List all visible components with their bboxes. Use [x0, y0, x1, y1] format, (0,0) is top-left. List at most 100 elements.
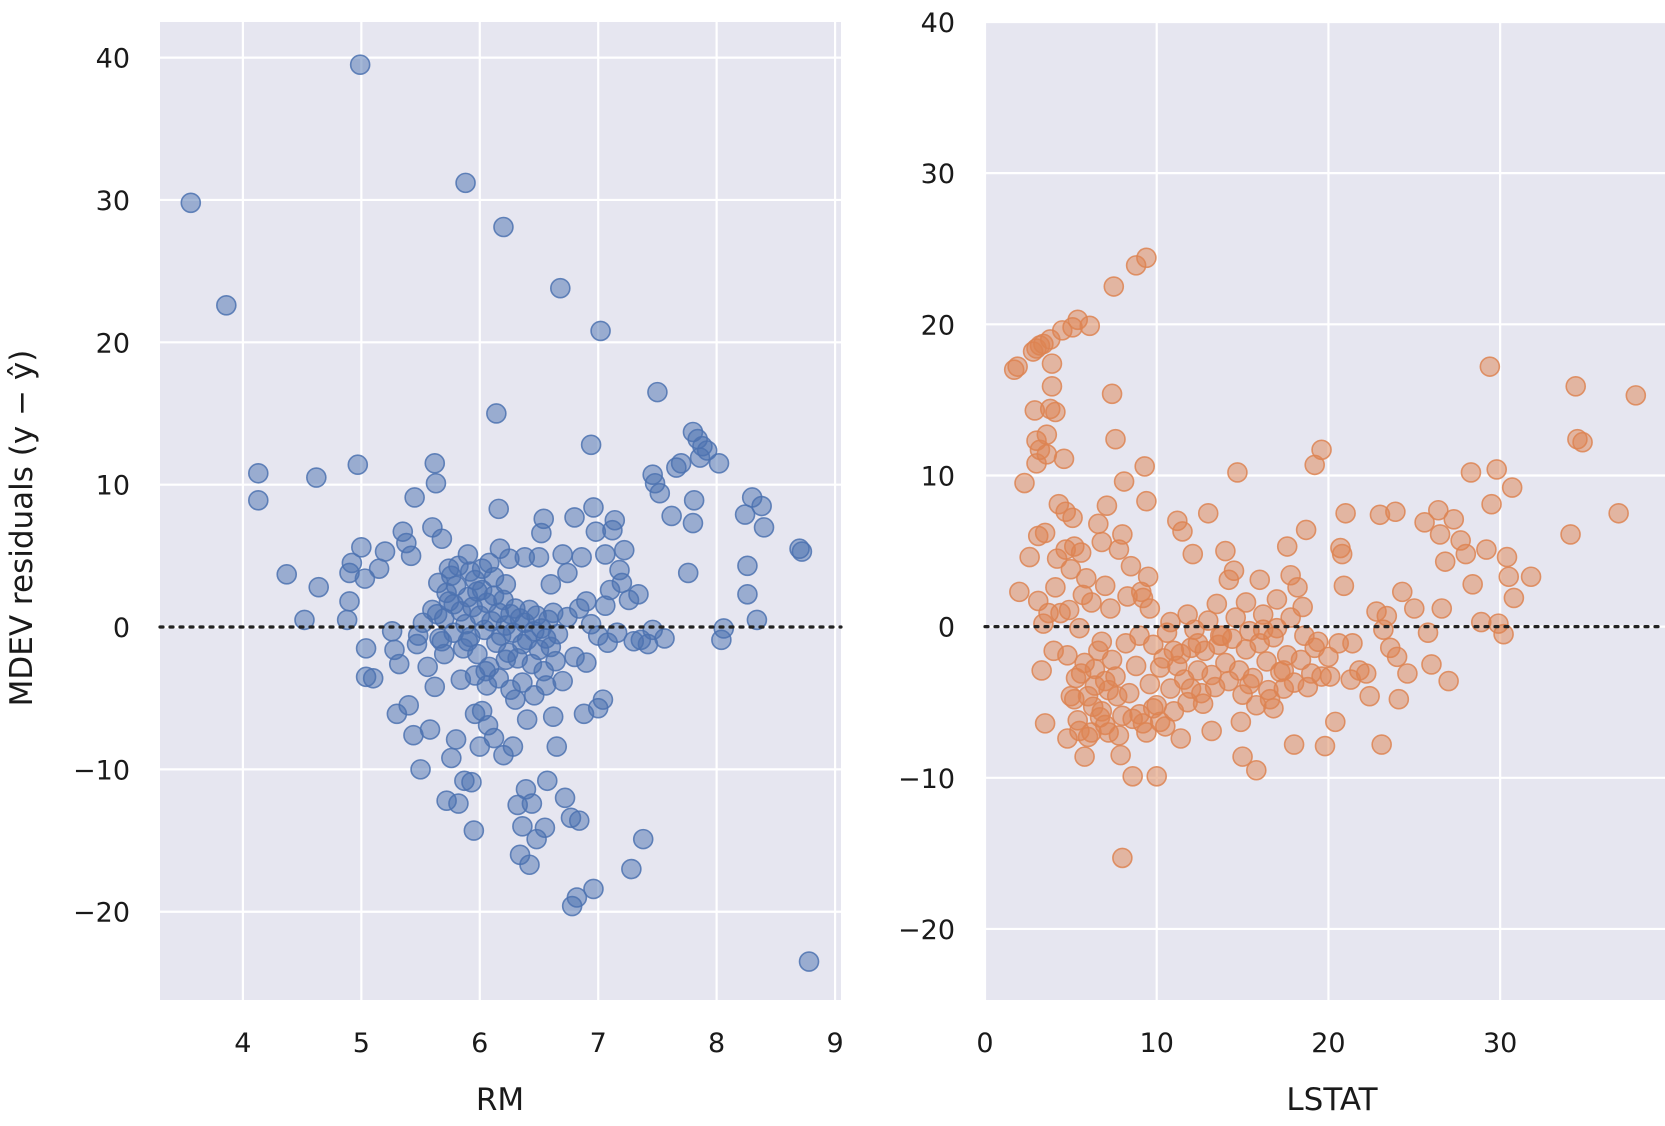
y-tick-label: 10 [96, 471, 130, 502]
scatter-point [1235, 592, 1257, 613]
scatter-point [1146, 765, 1168, 787]
scatter-point [1325, 711, 1346, 733]
scatter-point [381, 620, 403, 642]
scatter-point [1503, 587, 1525, 609]
scatter-point [1373, 619, 1394, 640]
x-tick-label: 6 [471, 1028, 488, 1059]
x-tick-label: 4 [234, 1028, 251, 1059]
scatter-point [1067, 710, 1089, 731]
scatter-point [495, 574, 517, 595]
scatter-point [1232, 684, 1253, 705]
scatter-point [1625, 385, 1647, 406]
scatter-point [534, 817, 556, 839]
scatter-point [753, 517, 775, 538]
scatter-point [1460, 462, 1482, 483]
y-tick-label: 20 [921, 310, 955, 341]
scatter-point [1342, 632, 1363, 654]
scatter-point [1105, 428, 1126, 450]
scatter-point [308, 576, 330, 598]
scatter-point [1149, 711, 1171, 733]
scatter-point [1501, 477, 1523, 498]
scatter-point [1486, 459, 1508, 480]
scatter-point [1417, 622, 1439, 643]
scatter-point [1041, 375, 1063, 397]
y-tick-label: −20 [73, 898, 130, 929]
scatter-point [1359, 685, 1380, 707]
scatter-point [590, 320, 611, 342]
scatter-point [445, 729, 467, 750]
y-tick-label: 30 [921, 159, 955, 190]
scatter-point [1307, 631, 1329, 653]
y-tick-label: −20 [898, 915, 955, 946]
scatter-point [404, 487, 425, 508]
scatter-point [1081, 592, 1102, 613]
scatter-point [354, 568, 376, 589]
scatter-point [1493, 623, 1514, 645]
scatter-point [388, 653, 410, 675]
scatter-point [1112, 524, 1133, 545]
scatter-point [351, 537, 372, 558]
scatter-point [1070, 542, 1092, 563]
scatter-point [557, 562, 578, 584]
scatter-point [1074, 746, 1095, 767]
scatter-point [431, 528, 453, 550]
scatter-point [1230, 711, 1252, 733]
scatter-point [1295, 519, 1317, 541]
scatter-point [1094, 575, 1116, 597]
scatter-point [1113, 471, 1135, 492]
scatter-point [566, 887, 588, 908]
scatter-point [1314, 735, 1336, 757]
x-tick-label: 7 [590, 1028, 607, 1059]
scatter-point [1079, 315, 1101, 337]
scatter-point [1084, 658, 1106, 680]
scatter-point [1201, 720, 1222, 742]
scatter-point [649, 482, 671, 504]
scatter-point [1266, 589, 1288, 610]
scatter-point [276, 564, 298, 585]
x-tick-label: 30 [1483, 1028, 1517, 1059]
scatter-point [1385, 501, 1406, 523]
scatter-point [1088, 513, 1109, 535]
y-axis-label: MDEV residuals (y − ŷ) [4, 350, 40, 707]
scatter-point [400, 545, 422, 567]
scatter-point [1110, 744, 1131, 766]
scatter-point [426, 603, 448, 625]
scatter-point [696, 440, 718, 461]
scatter-point [1036, 444, 1058, 465]
scatter-point [1197, 610, 1219, 631]
scatter-point [1170, 643, 1192, 665]
scatter-point [294, 609, 315, 631]
scatter-point [1252, 604, 1274, 625]
scatter-point [483, 727, 505, 749]
scatter-point [737, 555, 758, 577]
rm-residual-plot: 4 5 6 7 8 9 −20 −10 0 10 20 30 40 [73, 22, 844, 1059]
scatter-point [533, 508, 555, 530]
scatter-point [1136, 722, 1157, 743]
scatter-point [1414, 512, 1435, 533]
scatter-point [424, 453, 446, 474]
y-tick-label: 20 [96, 328, 130, 359]
scatter-point [798, 951, 820, 972]
scatter-point [1197, 502, 1219, 524]
scatter-point [583, 878, 604, 900]
scatter-point [1139, 673, 1161, 695]
scatter-point [1041, 353, 1063, 374]
scatter-point [1227, 462, 1248, 483]
scatter-point [546, 736, 568, 757]
scatter-point [1134, 456, 1155, 477]
scatter-point [604, 509, 626, 531]
scatter-point [1283, 734, 1305, 755]
scatter-point [1036, 424, 1058, 445]
scatter-point [1428, 499, 1449, 521]
scatter-point [216, 294, 237, 316]
scatter-point [1156, 622, 1178, 643]
scatter-point [1034, 713, 1056, 734]
scatter-point [545, 650, 566, 672]
scatter-point [1246, 759, 1267, 781]
scatter-point [580, 434, 602, 456]
scatter-point [1249, 569, 1271, 591]
scatter-point [595, 595, 616, 616]
scatter-point [1009, 581, 1030, 603]
scatter-point [1218, 670, 1240, 692]
scatter-point [791, 541, 813, 562]
